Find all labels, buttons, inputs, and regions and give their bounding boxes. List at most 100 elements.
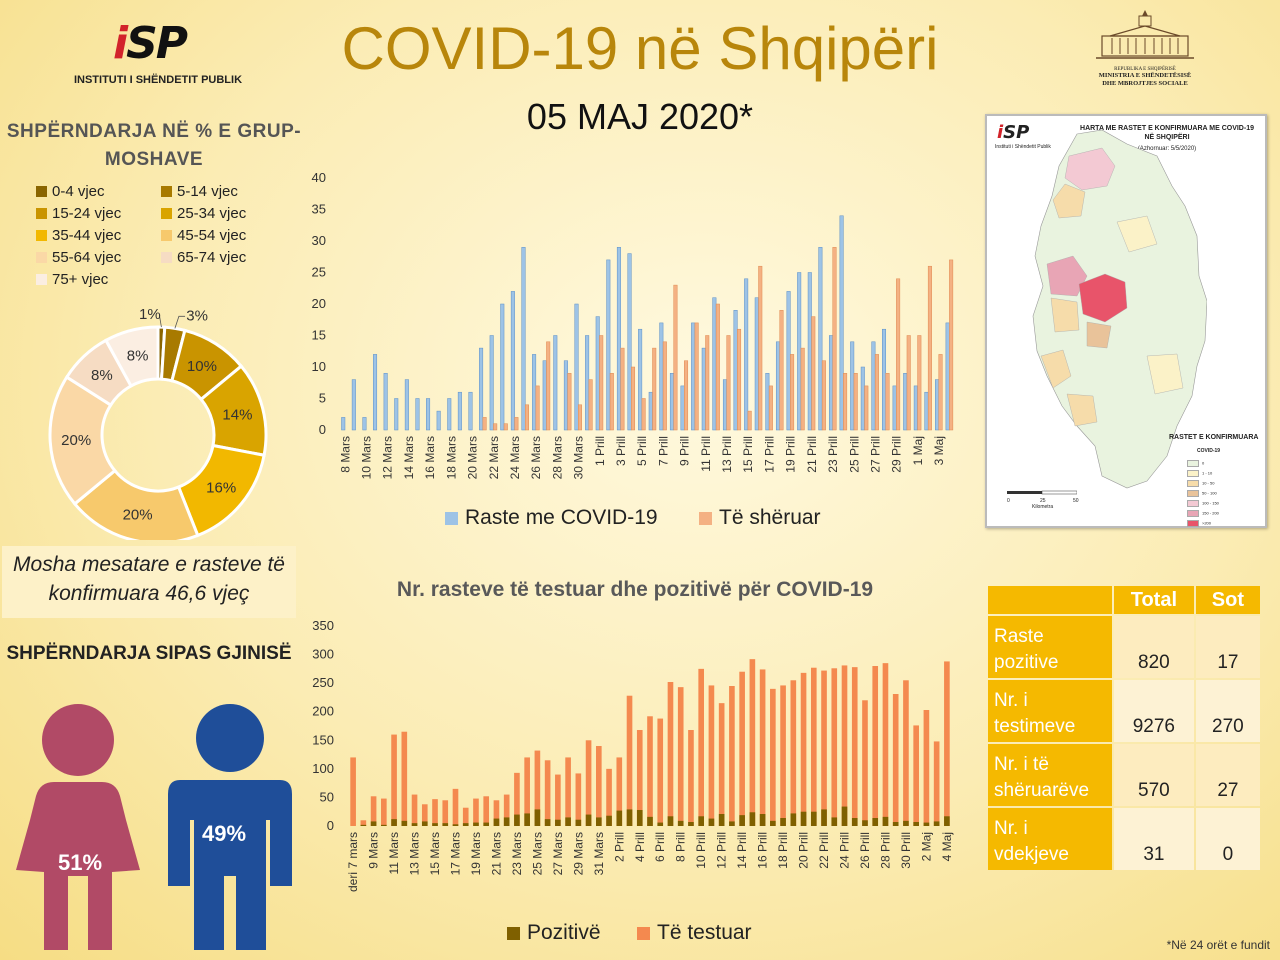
age-distribution-title: SHPËRNDARJA NË % E GRUP-MOSHAVE xyxy=(6,121,302,170)
map-region-lezhe xyxy=(1052,183,1086,219)
age-legend-label: 65-74 vjec xyxy=(177,249,247,266)
x-tick-label: 15 Mars xyxy=(428,832,442,875)
bar-recovered xyxy=(843,373,848,431)
x-tick-label: 21 Mars xyxy=(489,832,503,875)
x-tick-label: 9 Prill xyxy=(678,436,692,466)
bar-cases xyxy=(457,391,462,431)
bar-positive xyxy=(606,815,612,826)
bar-positive xyxy=(534,809,541,826)
x-tick-label: 12 Mars xyxy=(381,436,395,479)
bar-positive xyxy=(667,816,674,826)
bar-positive xyxy=(923,822,930,826)
bar-tested xyxy=(647,716,653,826)
map-legend-swatch xyxy=(1187,460,1199,467)
bar-recovered xyxy=(705,335,710,431)
bar-tested xyxy=(677,687,684,826)
bar-cases xyxy=(542,360,547,431)
bar-cases xyxy=(563,360,568,431)
bar-tested xyxy=(411,794,418,826)
bar-cases xyxy=(722,379,727,431)
x-tick-label: 24 Mars xyxy=(508,436,522,479)
bar-recovered xyxy=(514,417,519,431)
bar-tested xyxy=(636,730,643,826)
bar-positive xyxy=(370,821,377,826)
x-tick-label: 25 Prill xyxy=(847,436,861,473)
legend-swatch xyxy=(445,512,458,525)
x-tick-label: 4 Prill xyxy=(633,832,647,862)
age-legend-swatch xyxy=(161,208,172,219)
tests-positive-chart: 0 50 100 150 200 250 300 350 deri 7 mars 9 Mars 11… xyxy=(312,618,954,944)
age-legend-swatch xyxy=(36,186,47,197)
bar-recovered xyxy=(673,284,678,431)
y-tick-label: 20 xyxy=(312,296,326,311)
x-tick-label: 13 Prill xyxy=(720,436,734,473)
x-tick-label: 30 Prill xyxy=(899,832,913,869)
y-tick-label: 25 xyxy=(312,265,326,280)
x-tick-label: 9 Mars xyxy=(367,832,381,869)
age-legend-swatch xyxy=(161,186,172,197)
age-legend-item: 55-64 vjec xyxy=(36,249,121,266)
row-today: 0 xyxy=(1195,808,1260,870)
bar-positive xyxy=(657,822,664,826)
legend-label: Të shëruar xyxy=(719,506,821,529)
x-tick-label: 27 Prill xyxy=(868,436,882,473)
bar-tested xyxy=(575,773,582,826)
x-tick-label: 25 Mars xyxy=(530,832,544,875)
bar-tested xyxy=(442,800,449,826)
bar-cases xyxy=(828,335,833,431)
map-legend-item: 150 - 200 xyxy=(1187,510,1219,517)
bar-cases xyxy=(447,398,452,431)
bar-tested xyxy=(524,757,530,826)
bar-tested xyxy=(759,669,766,826)
bar-recovered xyxy=(747,410,752,431)
bar-positive xyxy=(851,818,858,826)
bar-cases xyxy=(712,297,717,431)
age-legend-label: 45-54 vjec xyxy=(177,227,247,244)
bar-tested xyxy=(749,659,756,826)
bar-cases xyxy=(882,328,887,431)
age-legend-swatch xyxy=(161,230,172,241)
bar-tested xyxy=(913,725,919,826)
bar-tested xyxy=(739,671,745,826)
bar-cases xyxy=(754,297,759,431)
bar-tested xyxy=(565,757,571,826)
bar-recovered xyxy=(503,423,508,431)
age-legend-item: 75+ vjec xyxy=(36,271,108,288)
age-legend-item: 15-24 vjec xyxy=(36,205,121,222)
page-title: COVID-19 në Shqipëri xyxy=(341,15,939,82)
age-legend-label: 55-64 vjec xyxy=(52,249,122,266)
bar-cases xyxy=(627,253,632,431)
donut-data-label: 8% xyxy=(91,367,113,384)
bar-tested xyxy=(933,741,940,826)
donut-data-label: 14% xyxy=(222,407,252,424)
donut-data-label: 3% xyxy=(186,307,208,324)
x-tick-label: 8 Prill xyxy=(674,832,688,862)
row-total: 9276 xyxy=(1114,680,1194,742)
bar-cases xyxy=(744,278,749,431)
map-region-diber xyxy=(1116,215,1158,253)
legend-swatch xyxy=(699,512,712,525)
age-donut-chart: 1% 3% 10% 14% 16% 20% 20% 8% 8% xyxy=(48,306,268,540)
bar-recovered xyxy=(620,347,625,431)
map-legend-subtitle: COVID-19 xyxy=(1197,448,1221,454)
map-legend-swatch xyxy=(1187,510,1199,517)
row-label: Raste pozitive xyxy=(988,616,1112,678)
bar-recovered xyxy=(853,373,858,431)
bar-tested xyxy=(944,661,950,826)
bar-positive xyxy=(483,822,490,826)
bar-recovered xyxy=(779,310,784,431)
x-tick-label: 4 Maj xyxy=(940,832,954,861)
x-tick-label: 10 Mars xyxy=(360,436,374,479)
row-total: 31 xyxy=(1114,808,1194,870)
map-isp-logo-sub: Instituti i Shëndetit Publik xyxy=(995,144,1051,150)
bar-tested xyxy=(401,731,408,826)
bar-cases xyxy=(903,373,908,431)
age-legend-item: 65-74 vjec xyxy=(161,249,246,266)
x-tick-label: 31 Mars xyxy=(592,832,606,875)
bar-tested xyxy=(432,799,438,826)
bar-positive xyxy=(770,820,776,826)
age-legend-label: 15-24 vjec xyxy=(52,205,122,222)
map-scale-tick: 50 xyxy=(1073,498,1079,504)
y-tick-label: 5 xyxy=(319,391,326,406)
bar-cases xyxy=(616,247,621,431)
